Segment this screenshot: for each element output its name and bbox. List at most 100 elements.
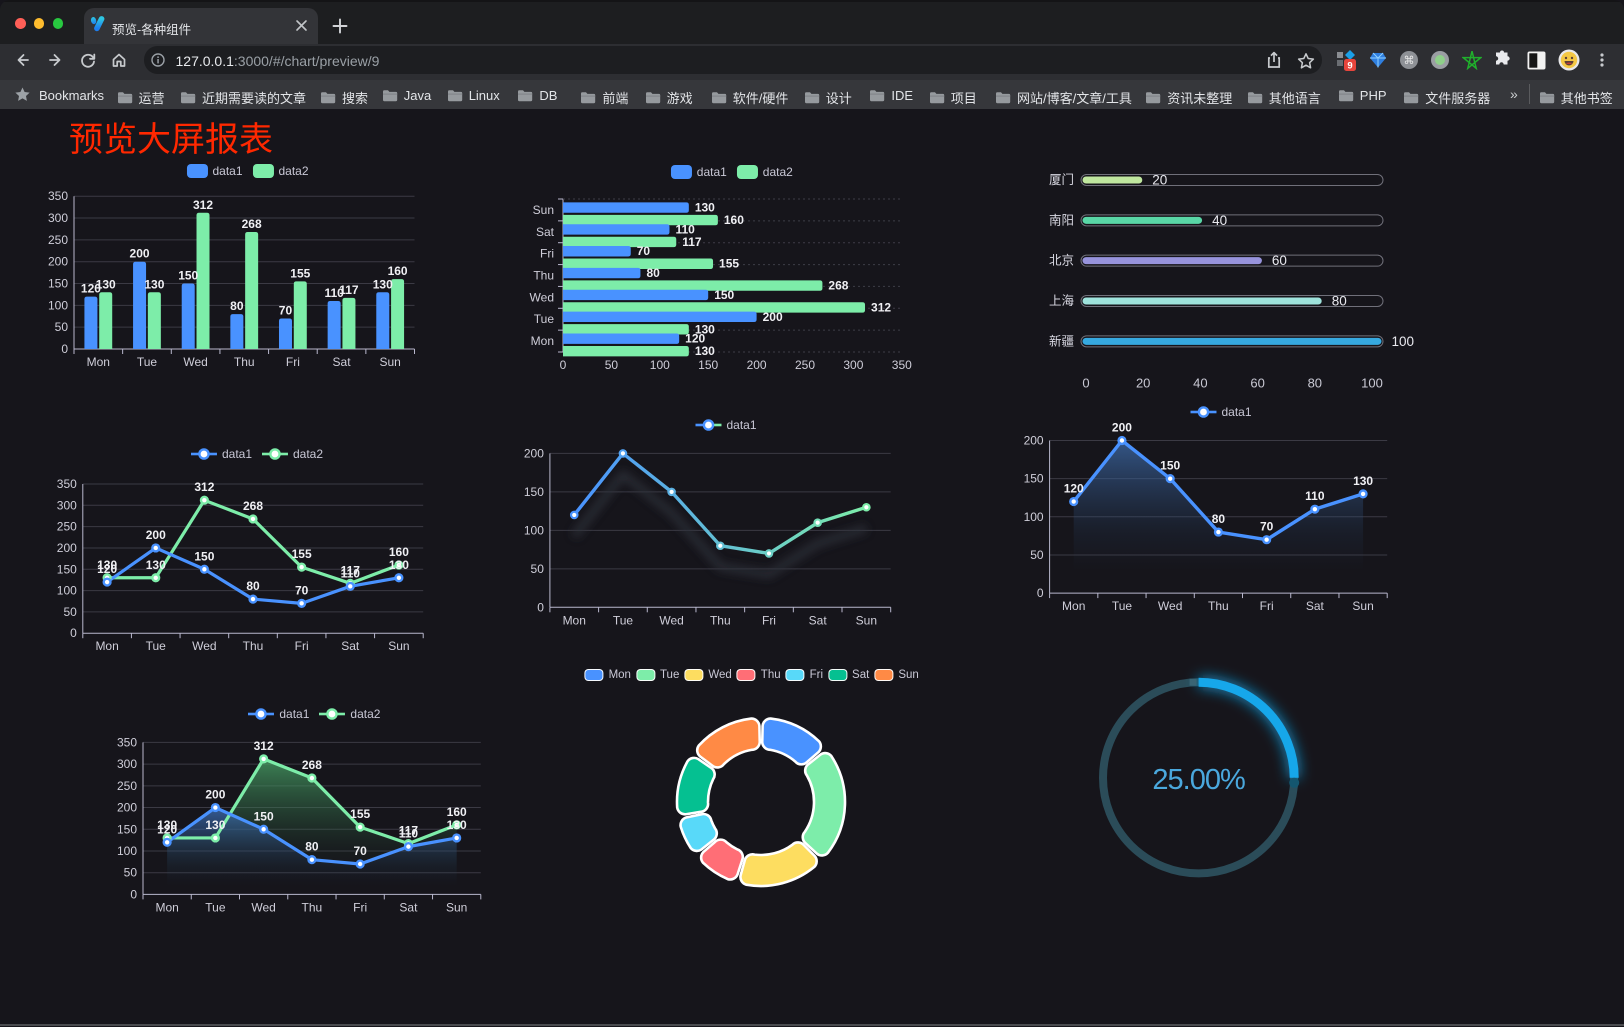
svg-text:350: 350 <box>48 189 68 203</box>
svg-text:50: 50 <box>1030 548 1044 562</box>
svg-text:Sun: Sun <box>533 203 554 217</box>
svg-text:150: 150 <box>524 485 544 499</box>
svg-text:130: 130 <box>96 277 116 291</box>
svg-text:200: 200 <box>117 801 137 815</box>
svg-text:60: 60 <box>1250 376 1264 391</box>
svg-text:110: 110 <box>399 827 419 841</box>
svg-text:130: 130 <box>144 277 164 291</box>
svg-text:Sat: Sat <box>341 639 360 653</box>
svg-text:200: 200 <box>524 446 544 460</box>
svg-text:40: 40 <box>1212 213 1227 228</box>
svg-text:130: 130 <box>695 201 715 215</box>
svg-text:200: 200 <box>763 310 783 324</box>
svg-text:Sat: Sat <box>333 355 352 369</box>
svg-text:70: 70 <box>1260 520 1274 534</box>
svg-text:155: 155 <box>292 547 312 561</box>
svg-text:⌘: ⌘ <box>1404 55 1415 67</box>
svg-text:80: 80 <box>1212 512 1226 526</box>
svg-text:Wed: Wed <box>192 639 216 653</box>
svg-text:Wed: Wed <box>530 290 554 304</box>
svg-text:350: 350 <box>892 358 912 372</box>
svg-text:Tue: Tue <box>146 639 167 653</box>
svg-text:80: 80 <box>246 579 260 593</box>
svg-text:50: 50 <box>55 320 69 334</box>
svg-text:200: 200 <box>57 541 77 555</box>
svg-text:130: 130 <box>373 277 393 291</box>
svg-text:100: 100 <box>1392 334 1415 349</box>
svg-text:130: 130 <box>695 344 715 358</box>
svg-text:0: 0 <box>537 600 544 614</box>
svg-text:110: 110 <box>675 222 695 236</box>
svg-text:160: 160 <box>388 264 408 278</box>
svg-text:0: 0 <box>1082 376 1089 391</box>
svg-text:70: 70 <box>295 583 309 597</box>
svg-text:150: 150 <box>57 562 77 576</box>
svg-text:Thu: Thu <box>1208 599 1229 613</box>
svg-text:9: 9 <box>1347 60 1352 71</box>
svg-text:Sun: Sun <box>1352 599 1373 613</box>
svg-text:Thu: Thu <box>533 269 554 283</box>
svg-text:Fri: Fri <box>286 355 300 369</box>
svg-text:110: 110 <box>341 566 361 580</box>
svg-text:20: 20 <box>1152 173 1167 188</box>
svg-text:312: 312 <box>871 300 891 314</box>
svg-text:Wed: Wed <box>251 900 275 914</box>
svg-text:150: 150 <box>698 358 718 372</box>
svg-text:300: 300 <box>57 498 77 512</box>
svg-text:Fri: Fri <box>295 639 309 653</box>
svg-text:200: 200 <box>1024 434 1044 448</box>
svg-text:70: 70 <box>637 244 651 258</box>
svg-text:200: 200 <box>205 788 225 802</box>
svg-text:120: 120 <box>685 332 705 346</box>
svg-text:312: 312 <box>194 480 214 494</box>
svg-text:Sat: Sat <box>536 225 555 239</box>
svg-text:Thu: Thu <box>302 900 323 914</box>
svg-text:80: 80 <box>305 840 319 854</box>
svg-text:50: 50 <box>531 562 545 576</box>
svg-text:130: 130 <box>447 818 467 832</box>
svg-text:117: 117 <box>339 283 359 297</box>
svg-text:312: 312 <box>254 739 274 753</box>
svg-text:110: 110 <box>1305 489 1325 503</box>
svg-text:117: 117 <box>341 563 361 577</box>
svg-text:150: 150 <box>117 822 137 836</box>
svg-text:155: 155 <box>719 257 739 271</box>
svg-text:0: 0 <box>61 342 68 356</box>
svg-text:Fri: Fri <box>762 613 776 627</box>
svg-text:Sat: Sat <box>809 613 828 627</box>
svg-text:50: 50 <box>124 866 138 880</box>
svg-text:0: 0 <box>130 887 137 901</box>
svg-text:Thu: Thu <box>234 355 255 369</box>
svg-text:150: 150 <box>1160 459 1180 473</box>
svg-text:150: 150 <box>48 277 68 291</box>
svg-text:厦门: 厦门 <box>1049 172 1074 187</box>
svg-text:130: 130 <box>146 558 166 572</box>
svg-text:50: 50 <box>63 605 77 619</box>
svg-text:300: 300 <box>117 757 137 771</box>
svg-text:Mon: Mon <box>95 639 118 653</box>
svg-text:312: 312 <box>193 198 213 212</box>
svg-text:268: 268 <box>302 758 322 772</box>
svg-text:300: 300 <box>48 211 68 225</box>
svg-text:Wed: Wed <box>183 355 207 369</box>
svg-text:200: 200 <box>48 255 68 269</box>
svg-text:100: 100 <box>57 584 77 598</box>
svg-text:100: 100 <box>650 358 670 372</box>
svg-text:150: 150 <box>1024 472 1044 486</box>
svg-text:117: 117 <box>682 235 702 249</box>
svg-text:250: 250 <box>48 233 68 247</box>
svg-text:Tue: Tue <box>205 900 226 914</box>
svg-text:268: 268 <box>243 499 263 513</box>
svg-text:150: 150 <box>254 809 274 823</box>
svg-text:110: 110 <box>324 286 344 300</box>
svg-text:200: 200 <box>146 528 166 542</box>
svg-text:120: 120 <box>81 282 101 296</box>
svg-text:80: 80 <box>230 299 244 313</box>
svg-text:155: 155 <box>350 807 370 821</box>
svg-text:Fri: Fri <box>353 900 367 914</box>
svg-text:0: 0 <box>70 626 77 640</box>
svg-text:Sun: Sun <box>446 900 467 914</box>
svg-text:250: 250 <box>117 779 137 793</box>
svg-text:120: 120 <box>1064 482 1084 496</box>
svg-text:120: 120 <box>97 562 117 576</box>
